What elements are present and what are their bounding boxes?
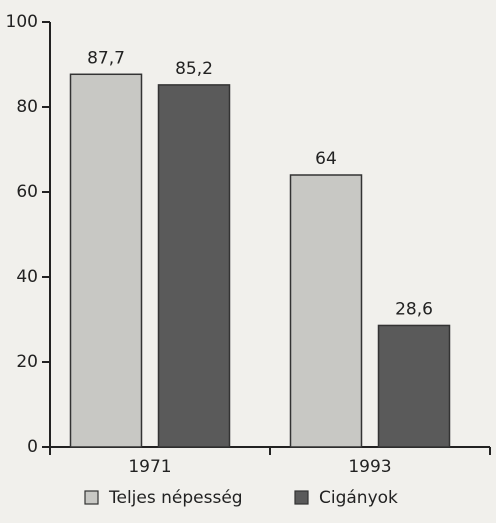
y-tick-label: 80 bbox=[16, 97, 38, 117]
legend-label: Cigányok bbox=[319, 488, 398, 508]
value-label: 85,2 bbox=[175, 59, 213, 79]
x-tick-label: 1971 bbox=[128, 457, 171, 477]
value-label: 64 bbox=[315, 149, 337, 169]
legend-label: Teljes népesség bbox=[108, 488, 243, 508]
bar bbox=[377, 324, 451, 448]
legend-swatch bbox=[84, 490, 99, 505]
y-tick-label: 20 bbox=[16, 352, 38, 372]
y-tick-label: 60 bbox=[16, 182, 38, 202]
legend-swatch bbox=[294, 490, 309, 505]
bar bbox=[69, 73, 143, 448]
y-tick-label: 100 bbox=[6, 12, 38, 32]
x-tick-label: 1993 bbox=[348, 457, 391, 477]
bar bbox=[157, 84, 231, 448]
value-label: 87,7 bbox=[87, 48, 125, 68]
bar bbox=[289, 174, 363, 448]
value-label: 28,6 bbox=[395, 299, 433, 319]
y-tick-label: 0 bbox=[27, 437, 38, 457]
y-tick-label: 40 bbox=[16, 267, 38, 287]
